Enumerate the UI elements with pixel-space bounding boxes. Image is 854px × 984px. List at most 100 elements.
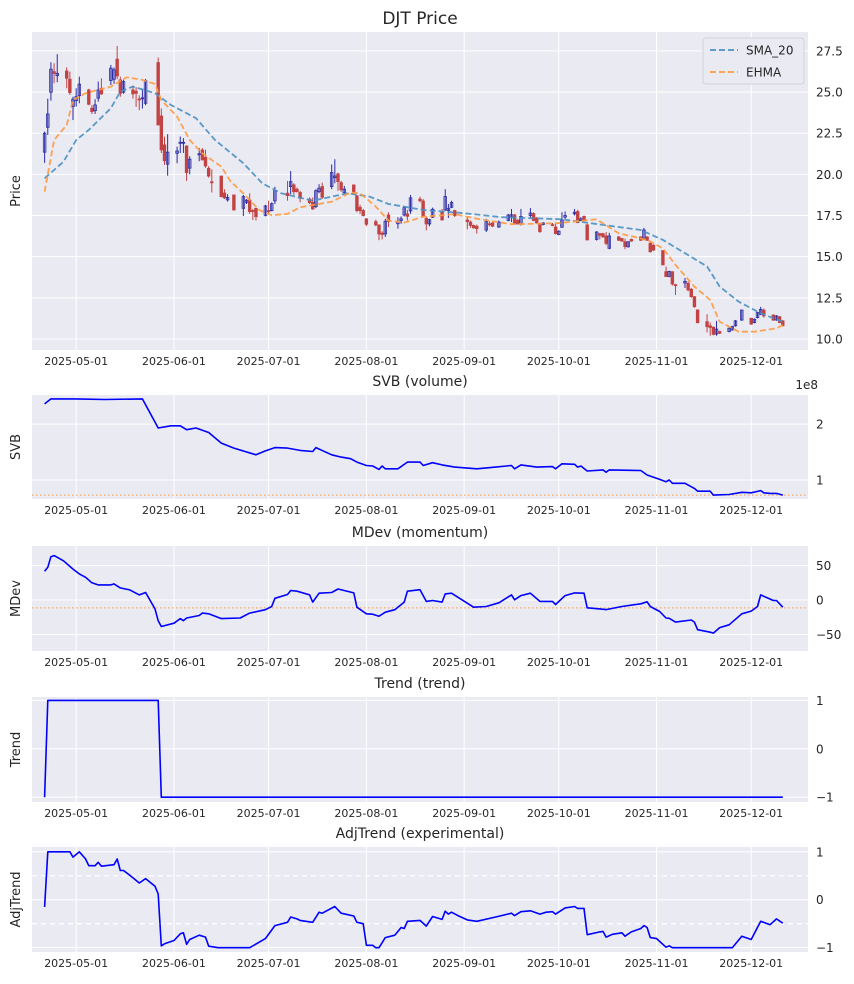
candle-body	[705, 321, 709, 328]
candle-body	[263, 205, 268, 216]
plot-area	[32, 395, 808, 499]
candle-body	[579, 218, 583, 221]
candle-down	[254, 207, 258, 221]
candle-body	[46, 113, 50, 128]
candle-down	[692, 296, 697, 308]
candle-down	[531, 212, 536, 222]
candle-body	[468, 221, 473, 226]
candle-down	[377, 224, 381, 241]
candle-up	[270, 202, 274, 212]
candle-down	[749, 317, 753, 325]
candle-up	[225, 194, 230, 202]
candle-up	[594, 231, 599, 241]
x-tick-label: 2025-12-01	[719, 807, 783, 820]
x-tick-label: 2025-05-01	[44, 355, 108, 368]
y-axis-label: SVB	[9, 434, 24, 460]
candle-up	[740, 309, 744, 321]
candle-down	[695, 309, 700, 324]
candle-body	[572, 211, 577, 215]
candle-down	[553, 223, 558, 235]
candle-down	[601, 232, 605, 238]
candle-body	[408, 197, 413, 212]
candle-body	[374, 221, 378, 226]
candle-body	[443, 196, 447, 211]
candle-body	[531, 213, 536, 221]
series-line-svb	[44, 398, 784, 496]
x-tick-label: 2025-07-01	[237, 504, 301, 517]
candle-body	[109, 67, 113, 81]
y-tick-label: 22.5	[816, 127, 843, 141]
x-tick-label: 2025-11-01	[625, 355, 689, 368]
candle-down	[159, 108, 164, 153]
candle-down	[468, 220, 473, 228]
candle-up	[109, 64, 113, 85]
candle-body	[471, 225, 476, 229]
candle-body	[377, 224, 381, 235]
candle-body	[730, 326, 734, 331]
candle-body	[512, 214, 517, 225]
candle-body	[667, 271, 671, 277]
subplot-3: 2025-05-01 2025-06-01 2025-07-01 2025-08-01…	[9, 525, 841, 669]
candle-body	[361, 210, 365, 216]
plot-area	[32, 697, 808, 802]
candle-up	[752, 318, 757, 324]
candle-up	[112, 67, 116, 84]
candle-body	[90, 107, 94, 113]
y-tick-label: −1	[816, 791, 834, 805]
candle-down	[598, 232, 602, 240]
x-tick-label: 2025-07-01	[237, 656, 301, 669]
y-tick-label: −50	[816, 628, 841, 642]
legend-label: EHMA	[746, 66, 782, 80]
candle-up	[449, 200, 454, 209]
candle-down	[336, 172, 340, 191]
candle-down	[617, 236, 621, 242]
candle-body	[430, 208, 435, 218]
candle-body	[620, 238, 624, 242]
candle-body	[405, 213, 410, 217]
candle-down	[232, 194, 236, 211]
candle-body	[607, 235, 611, 249]
x-tick-label: 2025-11-01	[625, 807, 689, 820]
candle-up	[42, 131, 47, 163]
y-tick-label: 50	[816, 559, 831, 573]
candle-down	[705, 314, 709, 333]
candle-body	[93, 104, 97, 112]
candle-up	[49, 62, 53, 101]
x-tick-label: 2025-09-01	[432, 957, 496, 970]
candle-up	[579, 217, 583, 222]
candle-body	[604, 235, 608, 244]
candle-up	[572, 208, 577, 216]
candle-down	[203, 149, 208, 168]
candle-down	[162, 136, 167, 165]
candle-down	[512, 213, 517, 225]
candle-down	[629, 238, 634, 242]
y-tick-label: 0	[816, 893, 824, 907]
candle-up	[683, 278, 687, 288]
x-tick-label: 2025-10-01	[527, 807, 591, 820]
candle-body	[673, 284, 678, 287]
candle-body	[68, 78, 72, 93]
candle-body	[329, 172, 334, 187]
candle-down	[64, 67, 69, 89]
candle-body	[399, 218, 403, 221]
candles	[42, 45, 785, 336]
candle-body	[670, 271, 675, 285]
candle-down	[673, 283, 678, 296]
candle-body	[285, 192, 290, 197]
candle-body	[708, 325, 712, 328]
candle-down	[295, 187, 299, 193]
y-axis-label: AdjTrend	[9, 871, 24, 927]
candle-body	[717, 331, 722, 334]
x-tick-label: 2025-11-01	[625, 504, 689, 517]
legend-label: SMA_20	[746, 44, 793, 58]
candle-down	[219, 175, 223, 198]
candle-body	[563, 215, 567, 218]
candle-body	[219, 175, 223, 197]
candle-down	[380, 231, 384, 240]
x-tick-label: 2025-08-01	[334, 504, 398, 517]
candle-body	[87, 89, 91, 105]
candle-body	[648, 242, 652, 253]
axis-offset-label: 1e8	[795, 378, 818, 392]
series-line-trend	[43, 699, 783, 799]
y-tick-label: 25.0	[816, 86, 843, 100]
